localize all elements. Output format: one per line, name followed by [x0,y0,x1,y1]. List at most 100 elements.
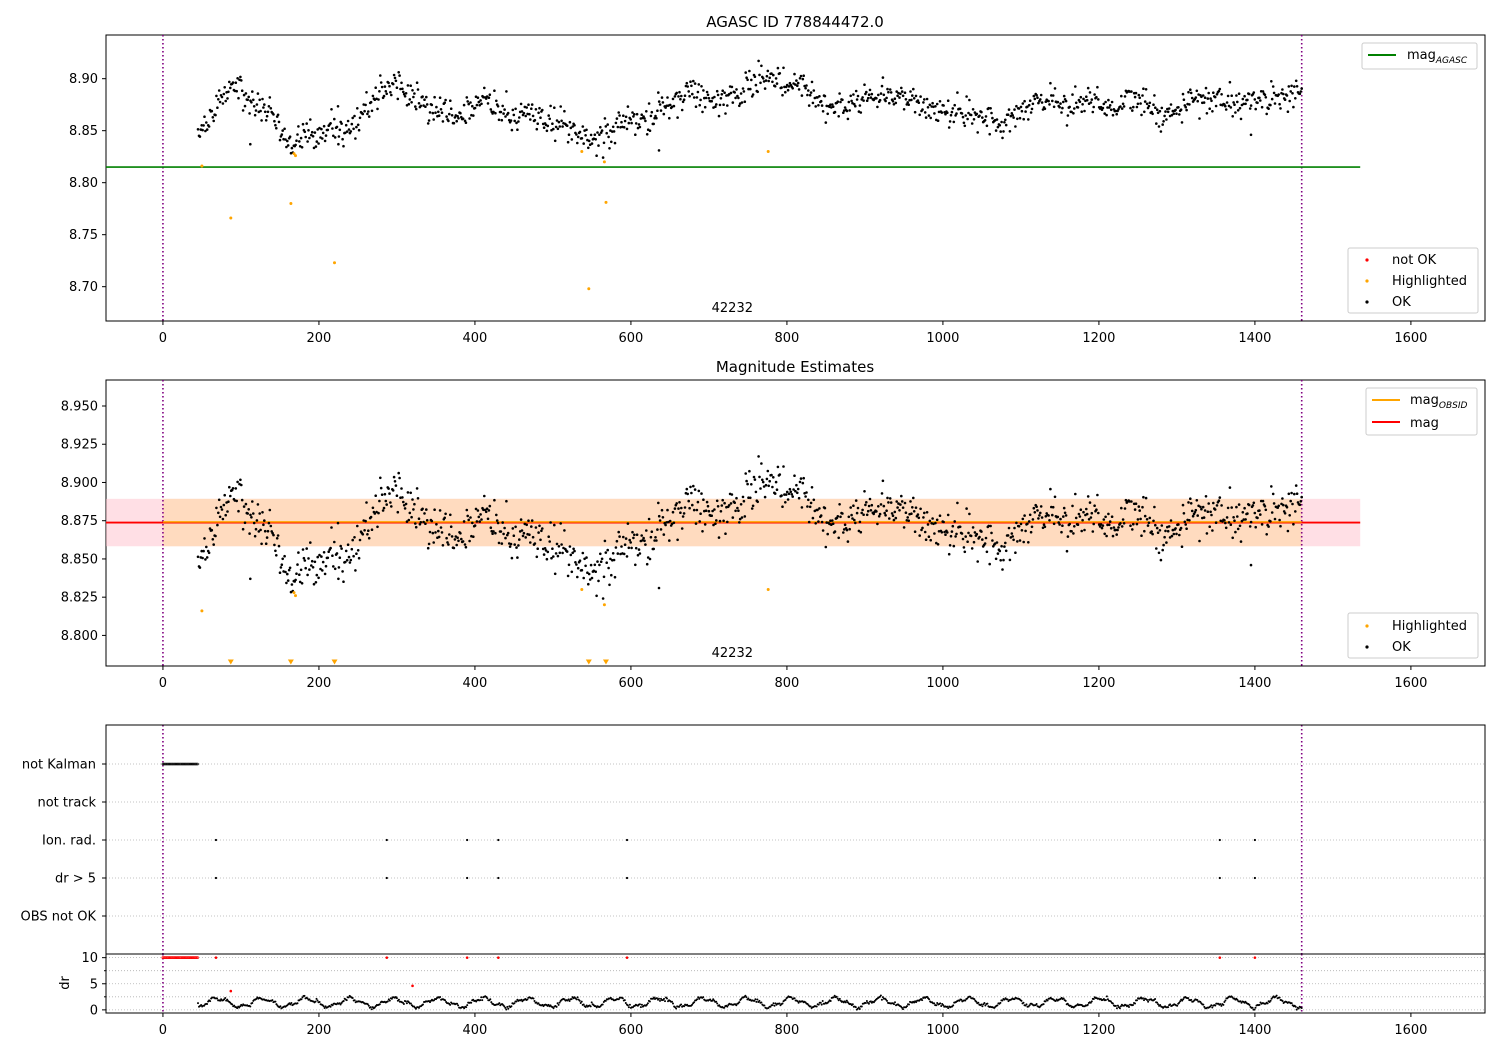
ok-point [768,479,771,483]
ok-point [365,91,368,94]
ok-point [796,81,800,85]
ok-point [1168,536,1172,539]
ok-point [264,542,268,545]
ok-point [478,104,482,107]
ok-point [746,482,749,486]
ok-point [984,115,988,118]
dr-ok-point [206,1003,209,1005]
ok-point [1088,501,1092,504]
ok-point [416,88,420,91]
ok-point [531,114,535,118]
ok-point [926,106,930,109]
ok-point [1097,98,1100,101]
ok-point [1129,524,1132,527]
x-tick-label: 1000 [926,1023,959,1038]
dr-ok-point [345,999,348,1002]
ok-point [279,566,283,569]
ok-point [894,101,898,105]
ok-point [1292,523,1295,526]
ok-point [1119,105,1122,108]
dr-ok-point [510,1005,513,1008]
ok-point [392,475,396,479]
ok-point [585,556,588,559]
x-tick-label: 1200 [1082,1023,1115,1038]
dr-ok-point [747,997,750,1000]
ok-point [428,111,432,114]
ok-point [1229,106,1233,109]
ok-point [354,569,357,572]
dr-ok-point [1248,1004,1251,1006]
ok-point [573,549,576,553]
ok-point [1124,498,1128,502]
ok-point [702,498,705,502]
ok-point [1105,113,1108,117]
ok-point [536,122,539,125]
ok-point [374,86,378,89]
ok-point [494,531,497,535]
ok-point [584,134,587,137]
dr-ok-point [604,999,607,1002]
ok-point [868,88,872,92]
ok-point [1290,84,1293,88]
ok-point [1224,521,1227,525]
dr-ok-point [1111,1002,1114,1005]
dr-ok-point [999,1001,1002,1004]
ok-point [1109,527,1113,530]
ok-point [989,524,992,528]
ok-point [995,118,999,121]
ok-point [1251,504,1255,507]
ok-point [352,554,355,558]
ok-point [266,110,270,114]
ok-point [486,517,490,521]
ok-point [445,536,448,540]
ok-point [958,107,962,111]
ok-point [857,529,861,533]
ok-point [935,518,939,522]
ok-point [1059,102,1062,105]
ok-point [1022,117,1025,121]
ok-point [459,111,462,115]
ok-point [881,479,885,483]
ok-point [450,535,454,538]
ok-point [561,125,564,128]
ok-point [553,523,556,527]
ok-point [347,128,351,131]
ok-point [740,101,744,104]
ok-point [671,97,675,101]
ok-point [479,513,482,516]
ok-point [290,146,294,150]
ok-point [921,108,924,111]
ok-point [1217,499,1221,503]
ok-point [1095,95,1098,99]
ok-point [489,108,493,111]
ok-point [1185,108,1188,112]
ok-point [568,545,572,548]
ok-point [679,511,682,514]
ok-point [1137,93,1141,97]
ok-point [998,124,1002,127]
dr-ok-point [617,998,620,1001]
dr-ok-point [745,996,748,999]
ok-point [645,133,649,136]
ok-point [796,491,799,495]
ok-point [1205,532,1209,535]
ok-point [342,580,345,583]
dr-ok-point [422,1003,424,1006]
ok-point [1139,102,1142,105]
ok-point [290,583,294,586]
ok-point [1214,104,1218,108]
ok-point [407,518,411,522]
dr-ok-point [570,998,573,1001]
ok-point [1258,509,1261,512]
ok-point [1131,109,1134,112]
dr-ok-point [347,996,350,999]
ok-point [355,552,358,555]
ok-point [499,110,503,114]
ok-point [475,103,479,107]
ok-point [633,113,636,116]
x-tick-label: 400 [463,676,488,691]
ok-point [313,131,317,134]
ok-point [235,499,238,503]
ok-point [274,549,277,553]
dr-ok-point [702,996,705,999]
